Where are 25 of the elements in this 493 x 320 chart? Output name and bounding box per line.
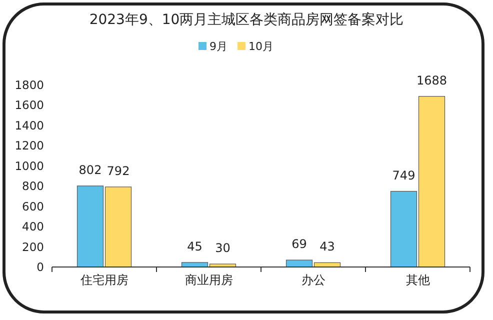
x-tick-label: 商业用房: [184, 273, 233, 287]
legend-label: 10月: [248, 40, 274, 53]
y-tick-label: 600: [22, 199, 44, 214]
data-label: 30: [215, 240, 230, 255]
y-tick-label: 0: [36, 260, 44, 274]
data-label: 749: [392, 168, 416, 182]
y-tick-label: 1800: [14, 78, 44, 92]
data-label: 802: [78, 162, 102, 177]
chart-title: 2023年9、10两月主城区各类商品房网签备案对比: [89, 11, 404, 28]
y-tick-label: 1000: [14, 158, 44, 173]
data-label: 792: [106, 164, 130, 178]
data-label: 43: [320, 240, 335, 254]
data-label: 69: [292, 237, 307, 252]
y-tick-label: 800: [22, 179, 44, 194]
y-tick-label: 200: [22, 240, 44, 254]
x-tick-label: 其他: [406, 273, 430, 287]
x-tick-label: 办公: [301, 273, 326, 287]
legend-label: 9月: [210, 40, 228, 53]
y-tick-label: 1400: [14, 118, 44, 132]
y-tick-label: 1200: [14, 138, 44, 153]
y-tick-label: 1600: [14, 98, 44, 112]
x-tick-label: 住宅用房: [79, 273, 128, 287]
y-tick-label: 400: [22, 220, 44, 234]
data-label: 45: [187, 239, 202, 254]
data-label: 1688: [416, 73, 448, 88]
